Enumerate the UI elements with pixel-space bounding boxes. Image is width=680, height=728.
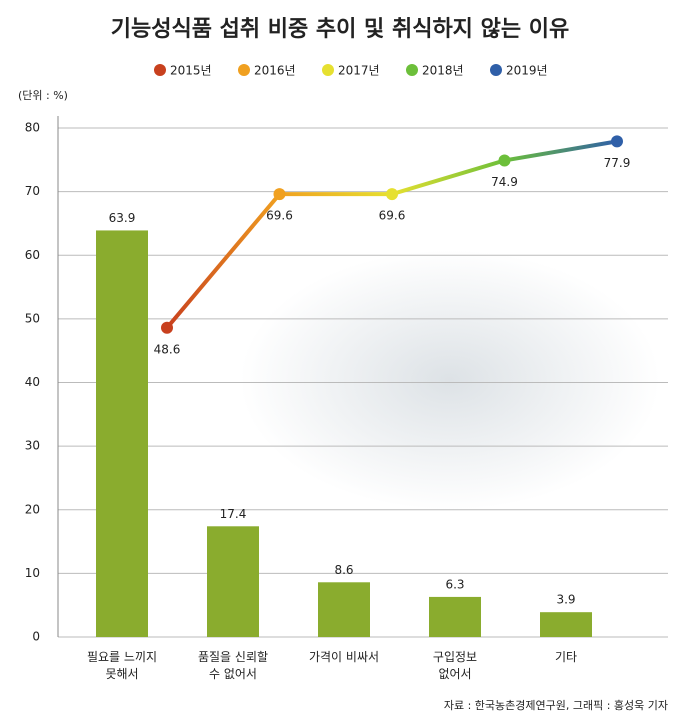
legend-label: 2015년 (170, 64, 212, 78)
chart-title: 기능성식품 섭취 비중 추이 및 취식하지 않는 이유 (111, 17, 569, 42)
bar (207, 526, 259, 637)
legend-marker (154, 64, 166, 76)
y-tick-label: 0 (32, 630, 40, 644)
value-label: 69.6 (379, 209, 406, 223)
value-label: 3.9 (556, 593, 575, 607)
y-tick-label: 70 (25, 184, 40, 198)
value-label: 77.9 (604, 156, 631, 170)
bar (540, 612, 592, 637)
value-label: 48.6 (154, 342, 181, 356)
x-tick-label: 구입정보 없어서 (432, 650, 478, 681)
value-label: 63.9 (109, 211, 136, 225)
legend-label: 2019년 (506, 64, 548, 78)
source: 자료 : 한국농촌경제연구원, 그래픽 : 홍성욱 기자 (444, 698, 668, 712)
legend-marker (238, 64, 250, 76)
value-label: 69.6 (266, 209, 293, 223)
y-tick-label: 80 (25, 121, 40, 135)
point (273, 188, 286, 201)
value-label: 74.9 (491, 175, 518, 189)
y-tick-label: 30 (25, 439, 40, 453)
point (161, 321, 173, 334)
value-label: 8.6 (334, 563, 353, 577)
legend-label: 2017년 (338, 64, 380, 78)
value-label: 6.3 (445, 577, 464, 591)
background-image (240, 250, 660, 510)
x-tick-label: 가격이 비싸서 (308, 650, 380, 664)
y-tick-label: 40 (25, 375, 40, 389)
bar (96, 230, 148, 637)
value-label: 17.4 (220, 507, 247, 521)
y-tick-label: 60 (25, 248, 40, 262)
legend-marker (490, 64, 502, 76)
bar (318, 582, 370, 637)
point (386, 188, 398, 201)
x-tick-label: 기타 (554, 650, 578, 664)
y-tick-label: 50 (25, 311, 40, 325)
point (611, 135, 623, 148)
y-tick-label: 10 (25, 566, 40, 580)
bar (429, 596, 481, 637)
legend-label: 2018년 (422, 64, 464, 78)
point (498, 154, 511, 167)
y-tick-label: 20 (25, 502, 40, 516)
legend-marker (322, 64, 334, 76)
legend-label: 2016년 (254, 64, 296, 78)
legend-marker (406, 64, 418, 76)
x-tick-label: 필요를 느끼지 못해서 (86, 650, 158, 681)
x-tick-label: 품질을 신뢰할 수 없어서 (197, 650, 269, 681)
unit-label: (단위 : %) (18, 89, 68, 102)
